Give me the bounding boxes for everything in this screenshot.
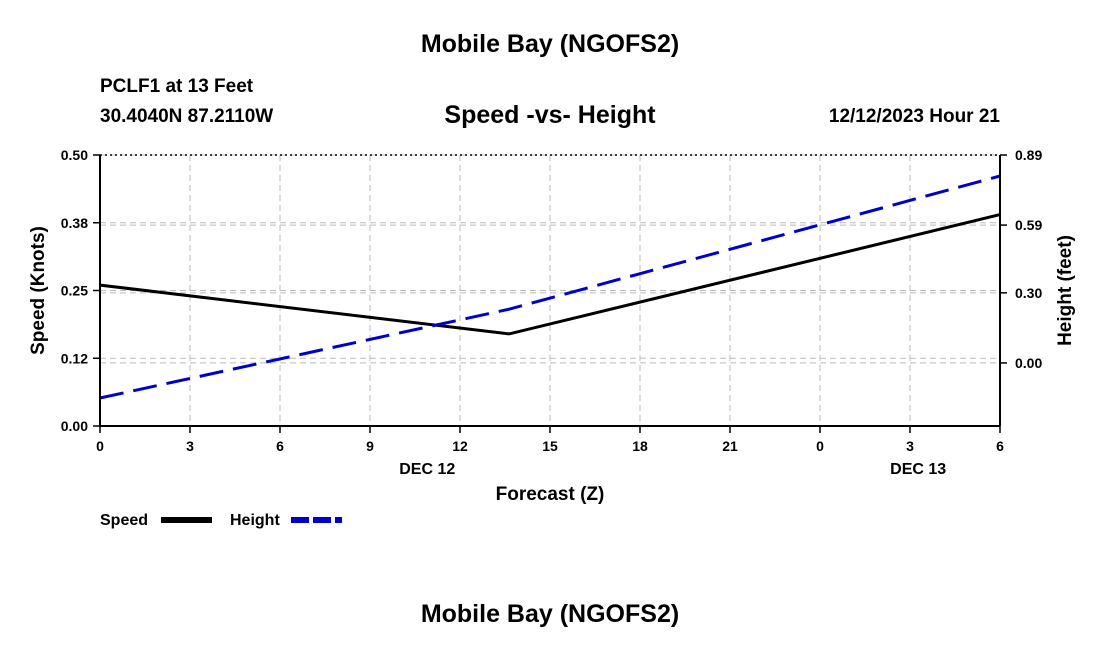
y2-tick-label: 0.59: [1015, 217, 1042, 233]
series-line-speed: [99, 213, 1001, 336]
x-tick-label: 9: [366, 438, 374, 454]
y-tick-label: 0.38: [61, 215, 88, 231]
station-name: PCLF1 at 13 Feet: [100, 76, 254, 97]
legend-label-speed: Speed: [100, 512, 148, 529]
footer-title: Mobile Bay (NGOFS2): [420, 600, 680, 628]
y2-tick-label: 0.89: [1015, 147, 1042, 163]
legend-label-height: Height: [230, 512, 280, 529]
y-axis-label: Speed (Knots): [28, 226, 49, 355]
chart-title: Speed -vs- Height: [444, 101, 656, 129]
x-tick-label: 3: [906, 438, 914, 454]
y-tick-label: 0.00: [61, 418, 88, 434]
x-day-label: DEC 12: [399, 461, 455, 478]
y2-tick-label: 0.00: [1015, 355, 1042, 371]
x-tick-label: 15: [542, 438, 558, 454]
x-axis-label: Forecast (Z): [496, 484, 605, 505]
y-tick-label: 0.12: [61, 350, 88, 366]
y-tick-label: 0.50: [61, 147, 88, 163]
forecast-datetime: 12/12/2023 Hour 21: [828, 106, 1000, 127]
station-coordinates: 30.4040N 87.2110W: [100, 106, 274, 127]
x-tick-label: 3: [186, 438, 194, 454]
x-tick-label: 21: [722, 438, 738, 454]
x-tick-label: 12: [452, 438, 468, 454]
header-title: Mobile Bay (NGOFS2): [420, 30, 680, 58]
x-tick-label: 18: [632, 438, 648, 454]
y2-axis-label: Height (feet): [1055, 235, 1076, 346]
x-tick-label: 6: [996, 438, 1004, 454]
x-tick-label: 6: [276, 438, 284, 454]
x-day-label: DEC 13: [890, 461, 946, 478]
series-line-height: [99, 174, 1001, 400]
x-tick-label: 0: [816, 438, 824, 454]
y-tick-label: 0.25: [61, 283, 88, 299]
y2-tick-label: 0.30: [1015, 285, 1042, 301]
x-tick-label: 0: [96, 438, 104, 454]
